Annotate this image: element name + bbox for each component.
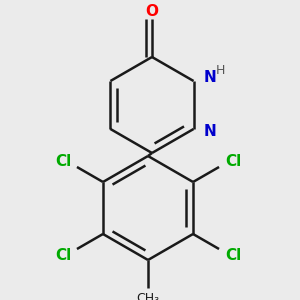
Text: O: O: [146, 4, 158, 19]
Text: N: N: [204, 70, 216, 85]
Text: Cl: Cl: [225, 154, 241, 169]
Text: Cl: Cl: [55, 248, 71, 262]
Text: Cl: Cl: [55, 154, 71, 169]
Text: H: H: [216, 64, 225, 77]
Text: CH₃: CH₃: [136, 292, 160, 300]
Text: N: N: [204, 124, 216, 139]
Text: Cl: Cl: [225, 248, 241, 262]
